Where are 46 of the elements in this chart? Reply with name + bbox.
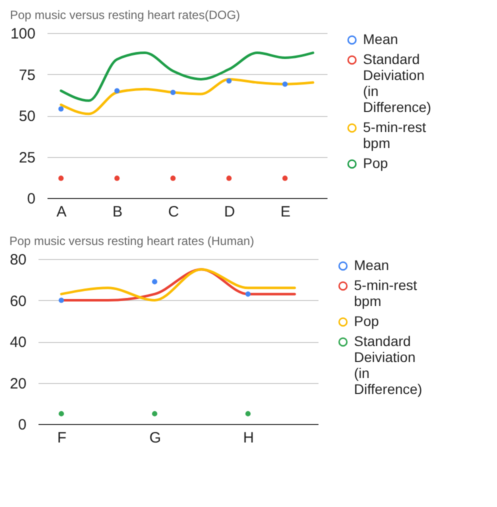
legend-label: Mean xyxy=(354,257,390,273)
y-tick-label: 100 xyxy=(10,26,36,42)
y-tick-label: 0 xyxy=(18,416,26,434)
x-tick-label: E xyxy=(280,204,291,220)
point xyxy=(114,176,120,181)
x-tick-label: B xyxy=(112,204,123,220)
point xyxy=(152,411,158,416)
legend-label: Standard Deiviation (in Difference) xyxy=(363,51,432,115)
x-tick-label: C xyxy=(168,204,180,220)
point xyxy=(58,106,64,112)
point xyxy=(58,298,64,303)
point xyxy=(58,411,64,416)
point xyxy=(282,176,288,181)
y-tick-label: 20 xyxy=(10,375,26,392)
x-tick-label: D xyxy=(224,204,236,220)
y-tick-label: 75 xyxy=(18,66,36,84)
legend-label: Pop xyxy=(363,155,388,171)
line-series xyxy=(60,78,314,116)
legend-label: Standard Deiviation (in Difference) xyxy=(354,333,422,397)
y-tick-label: 0 xyxy=(27,190,36,208)
legend-label: 5-min-rest bpm xyxy=(354,277,418,309)
legend-label: 5-min-rest bpm xyxy=(363,119,426,151)
y-tick-label: 50 xyxy=(18,108,36,125)
y-tick-label: 60 xyxy=(10,292,26,310)
point xyxy=(58,176,64,181)
x-tick-label: A xyxy=(56,204,67,220)
point xyxy=(170,90,176,96)
legend-label: Mean xyxy=(363,31,398,47)
y-tick-label: 25 xyxy=(18,149,36,166)
point xyxy=(245,291,251,297)
point xyxy=(226,176,232,181)
point xyxy=(152,279,158,284)
legend-label: Pop xyxy=(354,313,380,329)
point xyxy=(282,82,288,87)
y-tick-label: 80 xyxy=(10,252,26,268)
point xyxy=(114,88,120,94)
x-tick-label: H xyxy=(243,430,254,446)
x-tick-label: F xyxy=(57,430,66,446)
line-series xyxy=(60,52,314,102)
x-tick-label: G xyxy=(149,430,162,446)
chart-title: Pop music versus resting heart rates (Human) xyxy=(9,234,254,248)
chart-title: Pop music versus resting heart rates(DOG) xyxy=(10,8,240,22)
point xyxy=(170,176,176,181)
point xyxy=(245,411,251,416)
y-tick-label: 40 xyxy=(10,334,26,351)
point xyxy=(226,78,232,84)
